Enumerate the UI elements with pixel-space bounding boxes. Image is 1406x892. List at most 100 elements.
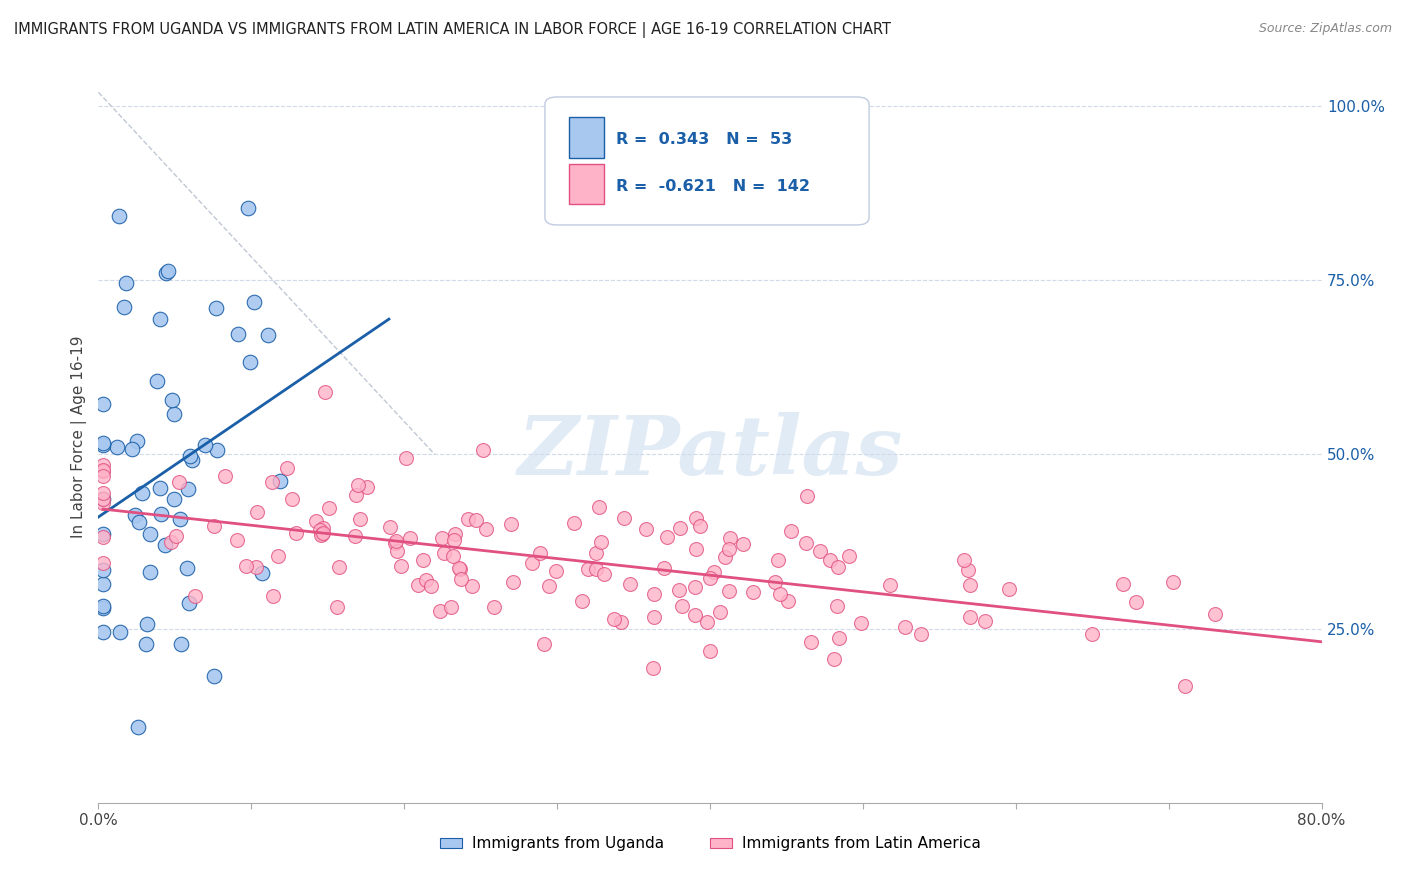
Point (128, 515, 150, 529)
Point (91, 556, 114, 570)
Text: R =  -0.621   N =  142: R = -0.621 N = 142 (616, 178, 810, 194)
Point (471, 442, 494, 457)
Point (763, 574, 786, 589)
Point (671, 599, 693, 613)
Point (741, 585, 763, 599)
Point (309, 523, 332, 537)
Point (269, 474, 291, 488)
Point (121, 442, 143, 457)
Point (153, 538, 176, 552)
Point (643, 610, 665, 624)
Point (127, 434, 149, 448)
Point (709, 605, 731, 619)
Point (124, 508, 146, 522)
Point (91, 563, 114, 577)
Point (433, 546, 456, 560)
Point (415, 573, 437, 587)
Point (910, 627, 932, 641)
Point (245, 559, 267, 574)
Point (91, 486, 114, 500)
Point (685, 541, 707, 556)
Point (312, 521, 335, 535)
Point (163, 407, 186, 421)
Point (148, 312, 170, 326)
Point (385, 533, 408, 548)
Text: ZIPatlas: ZIPatlas (517, 412, 903, 491)
Point (257, 328, 280, 343)
Point (91, 491, 114, 506)
Point (318, 500, 340, 515)
Point (499, 516, 522, 531)
Point (389, 559, 412, 574)
Point (959, 578, 981, 592)
Point (112, 300, 135, 314)
Point (91, 496, 114, 510)
Point (537, 579, 560, 593)
Point (165, 529, 187, 543)
Point (998, 582, 1021, 596)
Point (91, 600, 114, 615)
Point (643, 587, 665, 601)
Point (135, 637, 157, 651)
Point (718, 583, 741, 598)
Point (957, 563, 980, 577)
Point (1112, 577, 1135, 591)
Point (703, 565, 725, 579)
Point (91, 436, 114, 450)
Point (823, 652, 845, 666)
Point (641, 661, 664, 675)
Y-axis label: In Labor Force | Age 16-19: In Labor Force | Age 16-19 (72, 335, 87, 539)
Point (239, 354, 262, 368)
Point (131, 485, 153, 500)
Point (281, 491, 304, 506)
Point (378, 520, 401, 534)
Point (150, 508, 173, 522)
Point (602, 612, 624, 626)
Point (347, 478, 370, 492)
Point (1163, 574, 1185, 589)
Text: IMMIGRANTS FROM UGANDA VS IMMIGRANTS FROM LATIN AMERICA IN LABOR FORCE | AGE 16-: IMMIGRANTS FROM UGANDA VS IMMIGRANTS FRO… (14, 22, 891, 38)
Point (163, 492, 186, 507)
Point (127, 721, 149, 735)
Point (780, 524, 803, 539)
Point (349, 512, 371, 526)
Point (235, 559, 257, 574)
Point (1125, 595, 1147, 609)
Point (169, 512, 191, 526)
Point (502, 574, 524, 589)
Point (408, 578, 430, 592)
Point (149, 481, 172, 495)
Point (91, 577, 114, 591)
Point (533, 637, 555, 651)
Legend: Immigrants from Uganda, Immigrants from Latin America: Immigrants from Uganda, Immigrants from … (433, 830, 987, 857)
Point (108, 209, 131, 223)
Point (146, 375, 169, 389)
Point (180, 452, 202, 467)
Point (668, 583, 690, 598)
Point (91, 397, 114, 411)
Point (91, 530, 114, 544)
Point (444, 527, 467, 541)
Point (825, 599, 848, 613)
Point (953, 553, 976, 567)
Point (588, 500, 610, 514)
Point (305, 514, 328, 528)
Point (139, 526, 162, 541)
Point (202, 669, 225, 683)
Point (894, 620, 917, 634)
Point (699, 571, 721, 585)
Point (284, 525, 307, 540)
Point (879, 578, 901, 592)
Point (246, 505, 269, 519)
Point (529, 546, 551, 560)
Point (718, 532, 741, 546)
Point (430, 531, 453, 545)
Point (176, 560, 198, 574)
Point (619, 577, 641, 591)
Point (108, 624, 131, 639)
Point (571, 594, 593, 608)
Point (139, 565, 162, 579)
Point (585, 562, 607, 576)
Point (344, 488, 367, 502)
Point (685, 580, 707, 594)
